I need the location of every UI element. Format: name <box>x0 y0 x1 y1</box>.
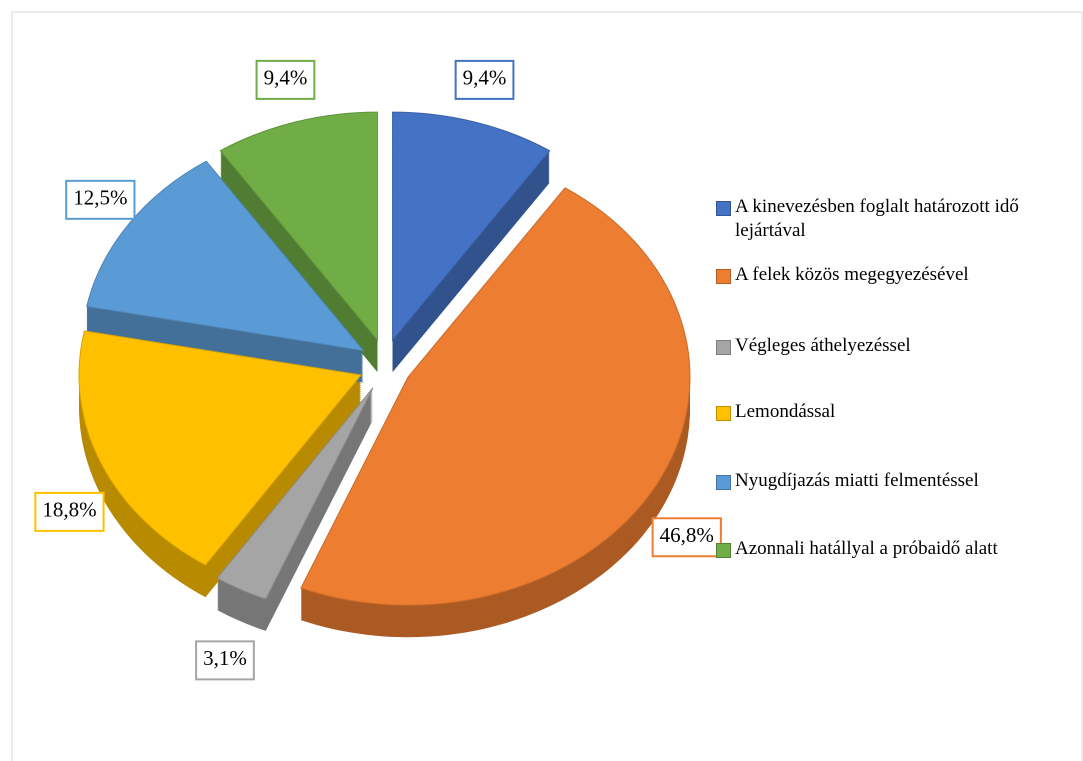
legend-label: Azonnali hatállyal a próbaidő alatt <box>735 538 998 559</box>
data-label-box <box>651 517 722 558</box>
slice <box>300 187 691 606</box>
legend-swatch <box>716 543 731 558</box>
data-label-text: 9,4% <box>463 66 507 90</box>
legend-label: Lemondással <box>735 401 836 422</box>
legend-item: Lemondással <box>716 400 1076 424</box>
data-label: 9,4% <box>454 59 515 100</box>
data-label: 12,5% <box>65 179 136 220</box>
data-label-box <box>195 640 255 681</box>
slice <box>219 111 378 342</box>
legend-label: A felek közös megegyezésével <box>735 264 969 285</box>
data-label-text: 46,8% <box>660 523 714 547</box>
legend-label: Végleges áthelyezéssel <box>735 335 911 356</box>
legend-swatch <box>716 340 731 355</box>
data-label-box <box>255 59 316 100</box>
legend-item: A felek közös megegyezésével <box>716 263 1076 287</box>
legend-swatch <box>716 406 731 421</box>
legend-label: Nyugdíjazás miatti felmentéssel <box>735 470 979 491</box>
data-label-text: 12,5% <box>73 186 127 210</box>
data-label-text: 9,4% <box>264 66 308 90</box>
data-label-text: 3,1% <box>203 646 247 670</box>
legend-swatch <box>716 475 731 490</box>
legend-label: A kinevezésben foglalt határozott idő le… <box>735 196 1019 241</box>
data-label: 9,4% <box>255 59 316 100</box>
legend-item: Végleges áthelyezéssel <box>716 334 1076 358</box>
legend-swatch <box>716 201 731 216</box>
legend-swatch <box>716 269 731 284</box>
data-label-box <box>65 179 136 220</box>
legend-item: A kinevezésben foglalt határozott idő le… <box>716 195 1076 243</box>
slice <box>392 111 551 342</box>
data-label: 46,8% <box>651 517 722 558</box>
legend-item: Azonnali hatállyal a próbaidő alatt <box>716 537 1076 561</box>
data-label-box <box>34 491 105 532</box>
slice <box>86 160 365 352</box>
data-label: 3,1% <box>195 640 255 681</box>
data-label: 18,8% <box>34 491 105 532</box>
data-label-text: 18,8% <box>42 498 96 522</box>
legend-item: Nyugdíjazás miatti felmentéssel <box>716 469 1076 493</box>
slice <box>78 330 362 566</box>
slice <box>216 387 374 600</box>
data-label-box <box>454 59 515 100</box>
